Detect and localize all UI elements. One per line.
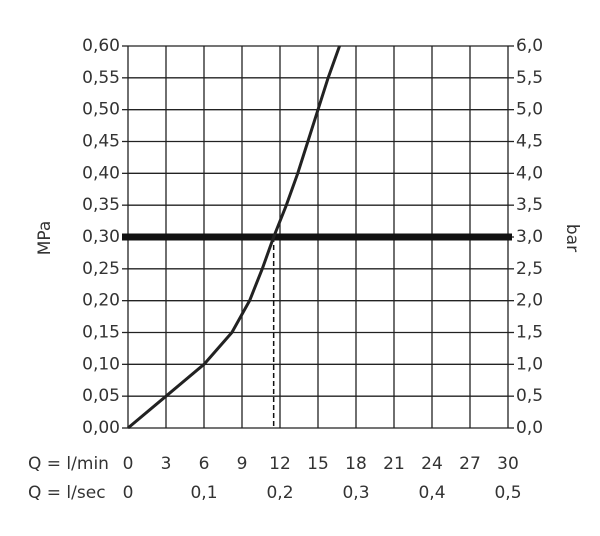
x-tick-label: 18 — [345, 454, 367, 474]
y-tick-label: 0,60 — [82, 36, 120, 56]
x2-axis-title: Q = l/sec — [28, 483, 106, 503]
y2-tick-label: 4,0 — [516, 163, 543, 183]
y-tick-label: 0,55 — [82, 68, 120, 88]
x-tick-label: 30 — [497, 454, 519, 474]
y2-tick-label: 5,5 — [516, 68, 543, 88]
y2-tick-label: 6,0 — [516, 36, 543, 56]
y-tick-label: 0,05 — [82, 386, 120, 406]
y2-tick-label: 4,5 — [516, 132, 543, 152]
x2-tick-label: 0,4 — [418, 483, 445, 503]
x-tick-label: 9 — [237, 454, 248, 474]
y2-axis-title: bar — [562, 224, 582, 252]
x-tick-label: 24 — [421, 454, 443, 474]
y2-tick-label: 2,5 — [516, 259, 543, 279]
x2-tick-label: 0,2 — [266, 483, 293, 503]
y-tick-label: 0,30 — [82, 227, 120, 247]
x-tick-label: 6 — [199, 454, 210, 474]
x-tick-label: 27 — [459, 454, 481, 474]
y-tick-label: 0,00 — [82, 418, 120, 438]
x-tick-label: 12 — [269, 454, 291, 474]
y2-tick-label: 3,0 — [516, 227, 543, 247]
y2-tick-label: 5,0 — [516, 100, 543, 120]
y-tick-label: 0,45 — [82, 132, 120, 152]
y-tick-label: 0,10 — [82, 354, 120, 374]
x2-tick-label: 0,3 — [342, 483, 369, 503]
x-tick-label: 0 — [123, 454, 134, 474]
y-tick-label: 0,50 — [82, 100, 120, 120]
x-tick-label: 3 — [161, 454, 172, 474]
y2-tick-label: 1,5 — [516, 323, 543, 343]
y2-tick-label: 2,0 — [516, 291, 543, 311]
x2-tick-label: 0,5 — [494, 483, 521, 503]
y2-tick-label: 0,0 — [516, 418, 543, 438]
y2-tick-label: 1,0 — [516, 354, 543, 374]
y-tick-label: 0,15 — [82, 323, 120, 343]
y2-tick-label: 3,5 — [516, 195, 543, 215]
y-tick-label: 0,35 — [82, 195, 120, 215]
y-tick-label: 0,25 — [82, 259, 120, 279]
y-tick-label: 0,40 — [82, 163, 120, 183]
x-axis-title: Q = l/min — [28, 454, 109, 474]
x2-tick-label: 0,1 — [190, 483, 217, 503]
y2-tick-label: 0,5 — [516, 386, 543, 406]
y-axis-title: MPa — [35, 221, 55, 256]
curve — [127, 45, 341, 430]
x2-tick-label: 0 — [123, 483, 134, 503]
y-tick-label: 0,20 — [82, 291, 120, 311]
x-tick-label: 15 — [307, 454, 329, 474]
x-tick-label: 21 — [383, 454, 405, 474]
